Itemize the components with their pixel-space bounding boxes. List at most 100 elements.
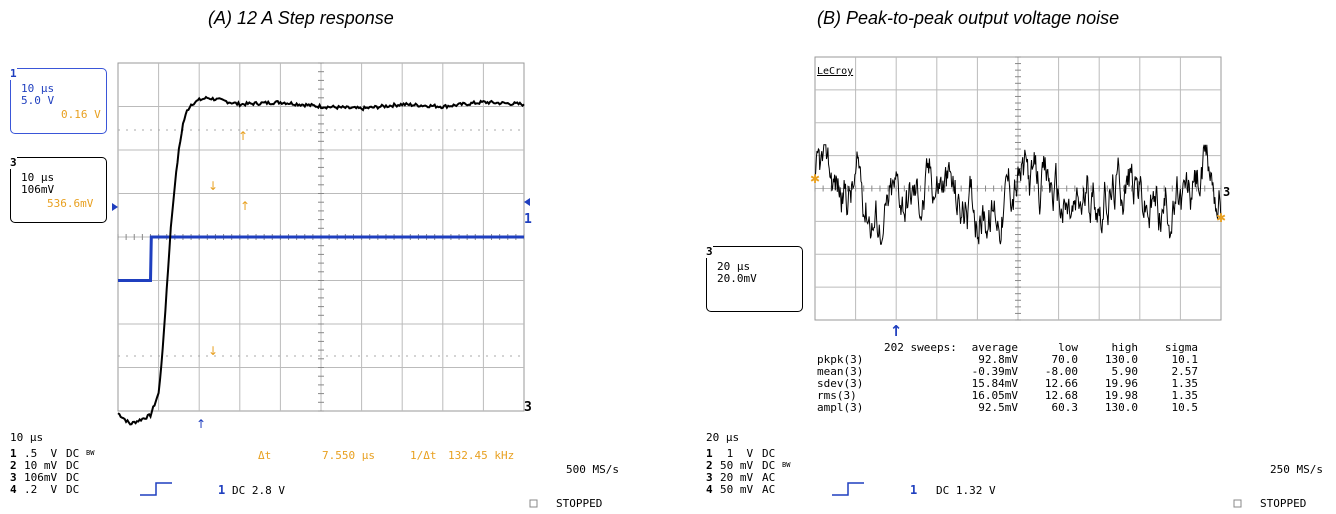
left-ch3-num: 3 (10, 471, 17, 484)
right-title: (B) Peak-to-peak output voltage noise (817, 8, 1120, 28)
stats-header-sigma: sigma (1164, 341, 1198, 354)
right-ch2-num: 2 (706, 459, 713, 472)
stats-row-label: mean(3) (817, 365, 864, 378)
left-ch1-bw-limit: BW (86, 449, 95, 457)
inv-dt-value: 132.45 kHz (448, 449, 515, 462)
ch1-offset: 0.16 V (61, 108, 101, 121)
stats-header-average: average (971, 341, 1018, 354)
left-ch4-volts: .2 V (24, 483, 58, 496)
right-status: STOPPED (1260, 497, 1307, 510)
right-ch3-coupling: AC (762, 471, 776, 484)
r-ch3-volts: 20.0mV (717, 272, 757, 285)
stats-cell-sigma: 10.1 (1171, 353, 1199, 366)
left-ch2-coupling: DC (66, 459, 80, 472)
blue-step-trace (118, 235, 524, 282)
stats-cell-average: 92.8mV (978, 353, 1018, 366)
ch1-level-marker (524, 198, 530, 206)
stats-row-label: rms(3) (817, 389, 857, 402)
ch3-volts: 106mV (21, 183, 55, 196)
r-cursor-marker: ✱ (1216, 211, 1226, 225)
stats-row-label: ampl(3) (817, 401, 864, 414)
stats-cell-high: 19.98 (1104, 389, 1138, 402)
r-ch3-info-box[interactable]: 3 20 μs 20.0mV (706, 246, 803, 312)
left-timebase: 10 μs (10, 431, 44, 444)
left-ch1-coupling: DC (66, 447, 80, 460)
right-ch1-coupling: DC (762, 447, 776, 460)
left-ch2-volts: 10 mV (24, 459, 58, 472)
stats-cell-low: 12.68 (1044, 389, 1078, 402)
left-status: STOPPED (556, 497, 603, 510)
left-status-icon (529, 499, 538, 508)
right-ch2-coupling: DC (762, 459, 776, 472)
ch3-offset: 536.6mV (47, 197, 94, 210)
right-ch2-volts: 50 mV (720, 459, 754, 472)
stats-cell-low: 70.0 (1051, 353, 1079, 366)
ch3-badge: 3 (10, 156, 17, 169)
ch3-info-box[interactable]: 3 10 μs 106mV 536.6mV (10, 157, 107, 223)
stats-cell-high: 5.90 (1111, 365, 1139, 378)
left-ch4-coupling: DC (66, 483, 80, 496)
stats-header-high: high (1111, 341, 1139, 354)
stats-cell-low: -8.00 (1044, 365, 1078, 378)
left-trigger-text: DC 2.8 V (232, 484, 285, 497)
sweeps-label: 202 sweeps: (884, 341, 957, 354)
stats-row-label: pkpk(3) (817, 353, 864, 366)
left-ch1-volts: .5 V (24, 447, 58, 460)
right-ch4-volts: 50 mV (720, 483, 754, 496)
stats-cell-high: 130.0 (1104, 401, 1138, 414)
ch1-info-box[interactable]: 1 10 μs 5.0 V 0.16 V (10, 68, 107, 134)
ch3-offset-arrow (112, 203, 118, 211)
inv-dt-label: 1/Δt (410, 449, 437, 462)
trigger-arrow-right: ↑ (890, 322, 903, 340)
right-sample-rate: 250 MS/s (1270, 463, 1323, 476)
ch3-marker-right: 3 (1223, 185, 1231, 199)
stats-cell-low: 60.3 (1051, 401, 1079, 414)
ch1-timebase: 10 μs (21, 82, 55, 95)
stats-cell-low: 12.66 (1044, 377, 1078, 390)
stats-cell-sigma: 1.35 (1171, 377, 1199, 390)
left-ch4-num: 4 (10, 483, 17, 496)
trigger-arrow-left: ↑ (196, 417, 206, 431)
stats-cell-high: 130.0 (1104, 353, 1138, 366)
output-voltage-trace (117, 95, 525, 426)
stats-cell-average: 15.84mV (971, 377, 1018, 390)
ch3-marker-left: 3 (524, 400, 532, 415)
r-ch3-timebase: 20 μs (717, 260, 751, 273)
noise-trace (814, 144, 1222, 245)
left-sample-rate: 500 MS/s (566, 463, 619, 476)
cursor-marker: ↑ (240, 199, 250, 213)
stats-cell-high: 19.96 (1104, 377, 1138, 390)
right-timebase: 20 μs (706, 431, 740, 444)
right-trigger-slope-icon (832, 482, 864, 496)
right-ch1-volts: 1 V (720, 447, 754, 460)
right-ch3-volts: 20 mV (720, 471, 754, 484)
cursor-marker: ↑ (238, 129, 248, 143)
right-ch1-num: 1 (706, 447, 713, 460)
right-ch4-coupling: AC (762, 483, 776, 496)
left-ch1-num: 1 (10, 447, 17, 460)
r-ch3-badge: 3 (706, 245, 713, 258)
dt-label: Δt (258, 449, 272, 462)
ch3-timebase: 10 μs (21, 171, 55, 184)
right-ch3-num: 3 (706, 471, 713, 484)
ch1-volts: 5.0 V (21, 94, 55, 107)
stats-cell-sigma: 1.35 (1171, 389, 1199, 402)
stats-cell-average: 16.05mV (971, 389, 1018, 402)
right-ch2-bw-limit: BW (782, 461, 791, 469)
left-ch3-volts: 106mV (24, 471, 58, 484)
right-trigger-text: DC 1.32 V (936, 484, 996, 497)
left-ch3-coupling: DC (66, 471, 80, 484)
lecroy-brand: LeCroy (817, 66, 854, 77)
right-status-icon (1233, 499, 1242, 508)
stats-header-low: low (1058, 341, 1078, 354)
left-title: (A) 12 A Step response (208, 8, 394, 28)
stats-row-label: sdev(3) (817, 377, 864, 390)
dt-value: 7.550 μs (322, 449, 375, 462)
left-ch2-num: 2 (10, 459, 17, 472)
stats-cell-average: -0.39mV (971, 365, 1018, 378)
cursor-marker: ↓ (208, 344, 218, 358)
right-ch4-num: 4 (706, 483, 713, 496)
ch1-badge: 1 (10, 67, 17, 80)
stats-cell-average: 92.5mV (978, 401, 1018, 414)
